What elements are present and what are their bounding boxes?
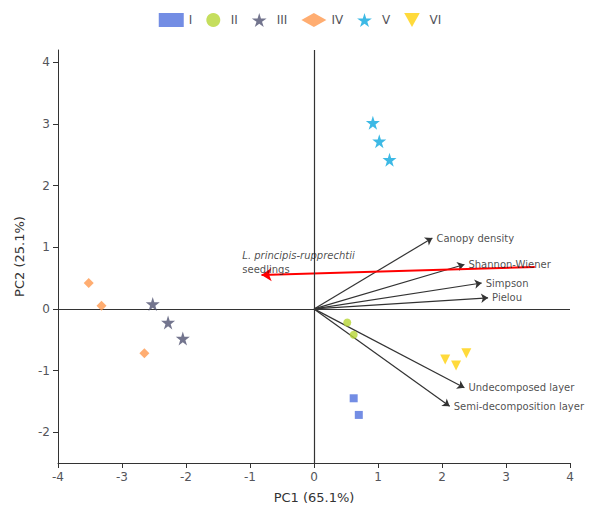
svg-text:Shannon-Wiener: Shannon-Wiener bbox=[468, 259, 551, 270]
svg-text:0: 0 bbox=[42, 302, 50, 316]
svg-text:1: 1 bbox=[374, 470, 382, 484]
svg-text:1: 1 bbox=[42, 240, 50, 254]
svg-text:Pielou: Pielou bbox=[492, 292, 522, 303]
svg-text:Semi-decomposition layer: Semi-decomposition layer bbox=[454, 401, 585, 412]
svg-text:VI: VI bbox=[429, 13, 441, 27]
svg-text:Simpson: Simpson bbox=[486, 278, 529, 289]
svg-text:L. principis-rupprechtii: L. principis-rupprechtii bbox=[242, 250, 355, 261]
svg-text:3: 3 bbox=[502, 470, 510, 484]
svg-text:PC1 (65.1%): PC1 (65.1%) bbox=[274, 490, 355, 505]
svg-text:III: III bbox=[277, 13, 288, 27]
svg-text:4: 4 bbox=[42, 55, 50, 69]
svg-text:II: II bbox=[231, 13, 238, 27]
svg-text:0: 0 bbox=[310, 470, 318, 484]
svg-text:-2: -2 bbox=[180, 470, 192, 484]
svg-text:Undecomposed layer: Undecomposed layer bbox=[468, 382, 575, 393]
svg-text:3: 3 bbox=[42, 117, 50, 131]
svg-text:-3: -3 bbox=[116, 470, 128, 484]
svg-text:-1: -1 bbox=[244, 470, 256, 484]
svg-text:2: 2 bbox=[438, 470, 446, 484]
svg-text:Canopy density: Canopy density bbox=[436, 233, 514, 244]
svg-text:-4: -4 bbox=[52, 470, 64, 484]
svg-text:-1: -1 bbox=[38, 364, 50, 378]
svg-text:seedlings: seedlings bbox=[242, 264, 289, 275]
svg-text:PC2 (25.1%): PC2 (25.1%) bbox=[12, 216, 27, 297]
svg-text:IV: IV bbox=[331, 13, 344, 27]
svg-text:-2: -2 bbox=[38, 425, 50, 439]
svg-text:2: 2 bbox=[42, 179, 50, 193]
svg-text:V: V bbox=[382, 13, 391, 27]
svg-text:4: 4 bbox=[566, 470, 574, 484]
svg-text:I: I bbox=[189, 13, 193, 27]
